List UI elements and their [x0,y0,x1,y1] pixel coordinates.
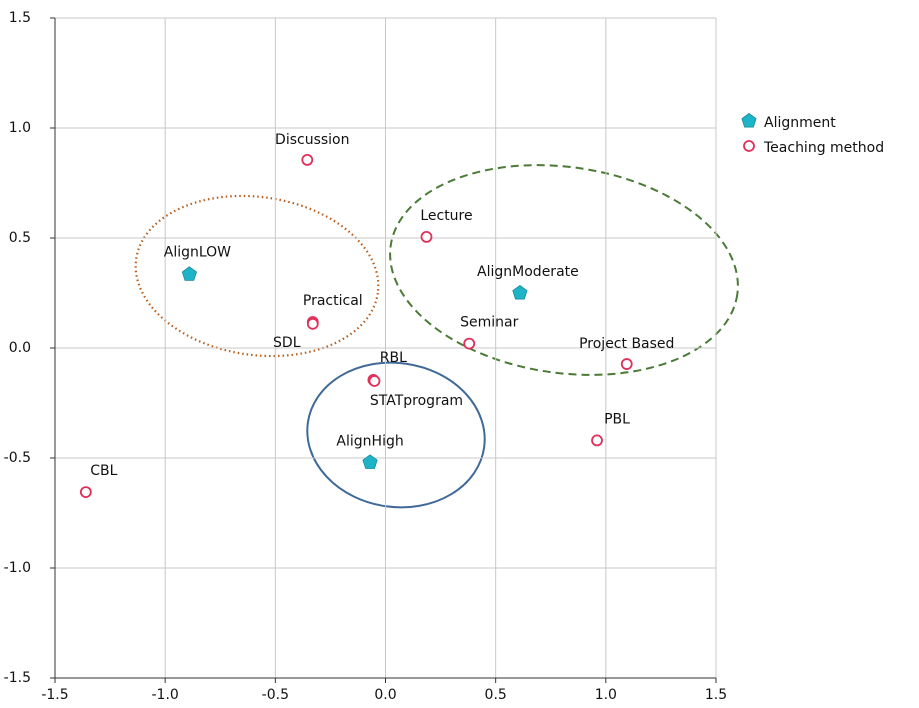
x-tick-label: 0.5 [485,687,507,703]
point-label: AlignModerate [477,264,579,280]
point-label: CBL [90,463,117,479]
y-tick-label: -0.5 [4,450,31,466]
point-label: Practical [303,293,363,309]
y-tick-label: 1.5 [9,10,31,26]
legend-label: Alignment [764,115,836,131]
point-label: Discussion [275,132,349,148]
x-tick-label: 1.5 [705,687,727,703]
point-label: SDL [273,335,301,351]
y-tick-label: -1.0 [4,560,31,576]
x-tick-label: 1.0 [595,687,617,703]
point-label: AlignLOW [164,244,231,260]
point [620,358,633,370]
point-label: RBL [380,350,407,366]
point-label: STATprogram [370,393,463,409]
point-label: Project Based [579,336,674,352]
y-tick-label: -1.5 [4,670,31,686]
x-tick-label: -1.5 [41,687,68,703]
point-label: Lecture [420,208,472,224]
point [362,454,378,469]
point [181,266,197,281]
legend-marker [743,140,755,152]
point-label: AlignHigh [336,433,403,449]
y-tick-label: 1.0 [9,120,31,136]
point [79,486,92,499]
x-tick-label: 0.0 [374,687,396,703]
point [368,375,381,387]
point [591,434,603,447]
cluster-ellipse [134,194,380,358]
legend-marker [741,113,757,128]
point [512,285,528,300]
point-label: PBL [604,411,630,427]
x-tick-label: -1.0 [152,687,179,703]
point-label: Seminar [460,315,518,331]
y-tick-label: 0.5 [9,230,31,246]
y-tick-label: 0.0 [9,340,31,356]
x-tick-label: -0.5 [262,687,289,703]
point [306,317,319,330]
point [420,230,433,243]
point [463,337,476,350]
legend-label: Teaching method [763,140,884,156]
cluster-ellipse [389,164,739,376]
point [301,153,314,166]
